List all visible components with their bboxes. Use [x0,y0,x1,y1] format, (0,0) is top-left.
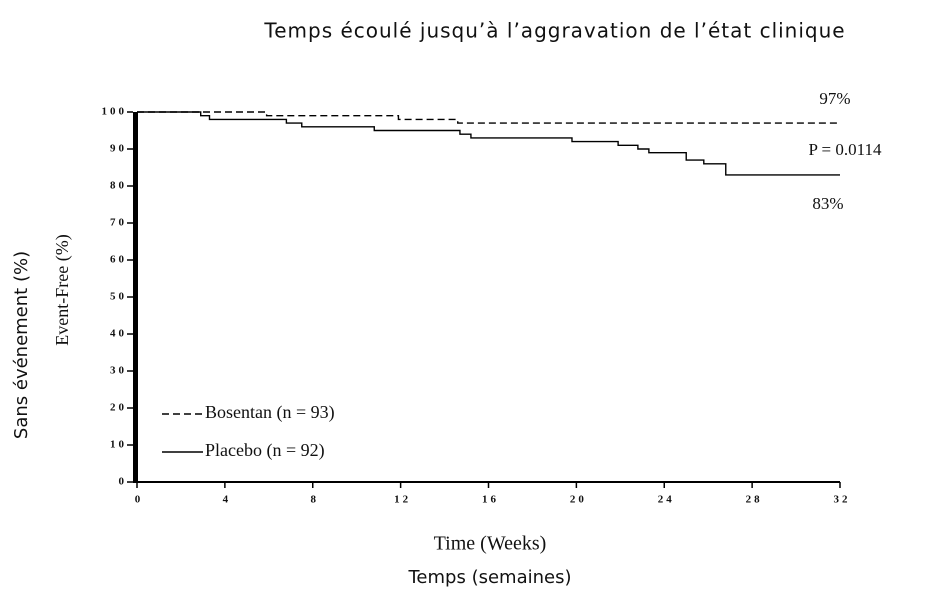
y-tick-label: 80 [110,180,127,192]
y-axis [133,112,138,482]
y-tick-label: 70 [110,217,127,229]
annotation: 83% [812,194,843,213]
x-axis-label: Temps (semaines) [408,567,572,588]
x-axis-label-original: Time (Weeks) [434,533,547,555]
x-tick-label: 4 [223,494,232,506]
x-tick-label: 20 [570,494,587,506]
annotation: P = 0.0114 [808,140,882,159]
y-tick-label: 100 [102,106,128,118]
y-tick-label: 20 [110,402,127,414]
y-tick-label: 90 [110,143,127,155]
y-tick-label: 50 [110,291,127,303]
y-tick-label: 60 [110,254,127,266]
y-tick-label: 30 [110,365,127,377]
x-tick-label: 24 [658,494,675,506]
y-axis-label: Sans événement (%) [11,251,32,439]
x-tick-label: 0 [135,494,144,506]
series-line [137,111,840,124]
y-tick-label: 0 [119,476,128,488]
legend-label: Bosentan (n = 93) [205,402,335,423]
x-tick-label: 28 [746,494,763,506]
chart-title: Temps écoulé jusqu’à l’aggravation de l’… [263,19,845,43]
annotation: 97% [819,89,850,108]
x-tick-label: 12 [394,494,411,506]
y-tick-label: 40 [110,328,127,340]
series-line [137,111,840,176]
x-tick-label: 32 [834,494,851,506]
x-tick-label: 16 [482,494,499,506]
legend-label: Placebo (n = 92) [205,440,325,461]
y-tick-label: 10 [110,439,127,451]
y-axis-label-original: Event-Free (%) [52,234,73,345]
x-tick-label: 8 [311,494,320,506]
